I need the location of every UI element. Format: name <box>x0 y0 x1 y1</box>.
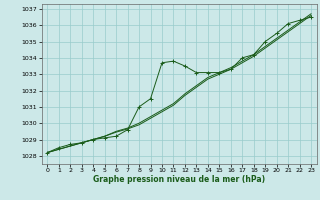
X-axis label: Graphe pression niveau de la mer (hPa): Graphe pression niveau de la mer (hPa) <box>93 175 265 184</box>
